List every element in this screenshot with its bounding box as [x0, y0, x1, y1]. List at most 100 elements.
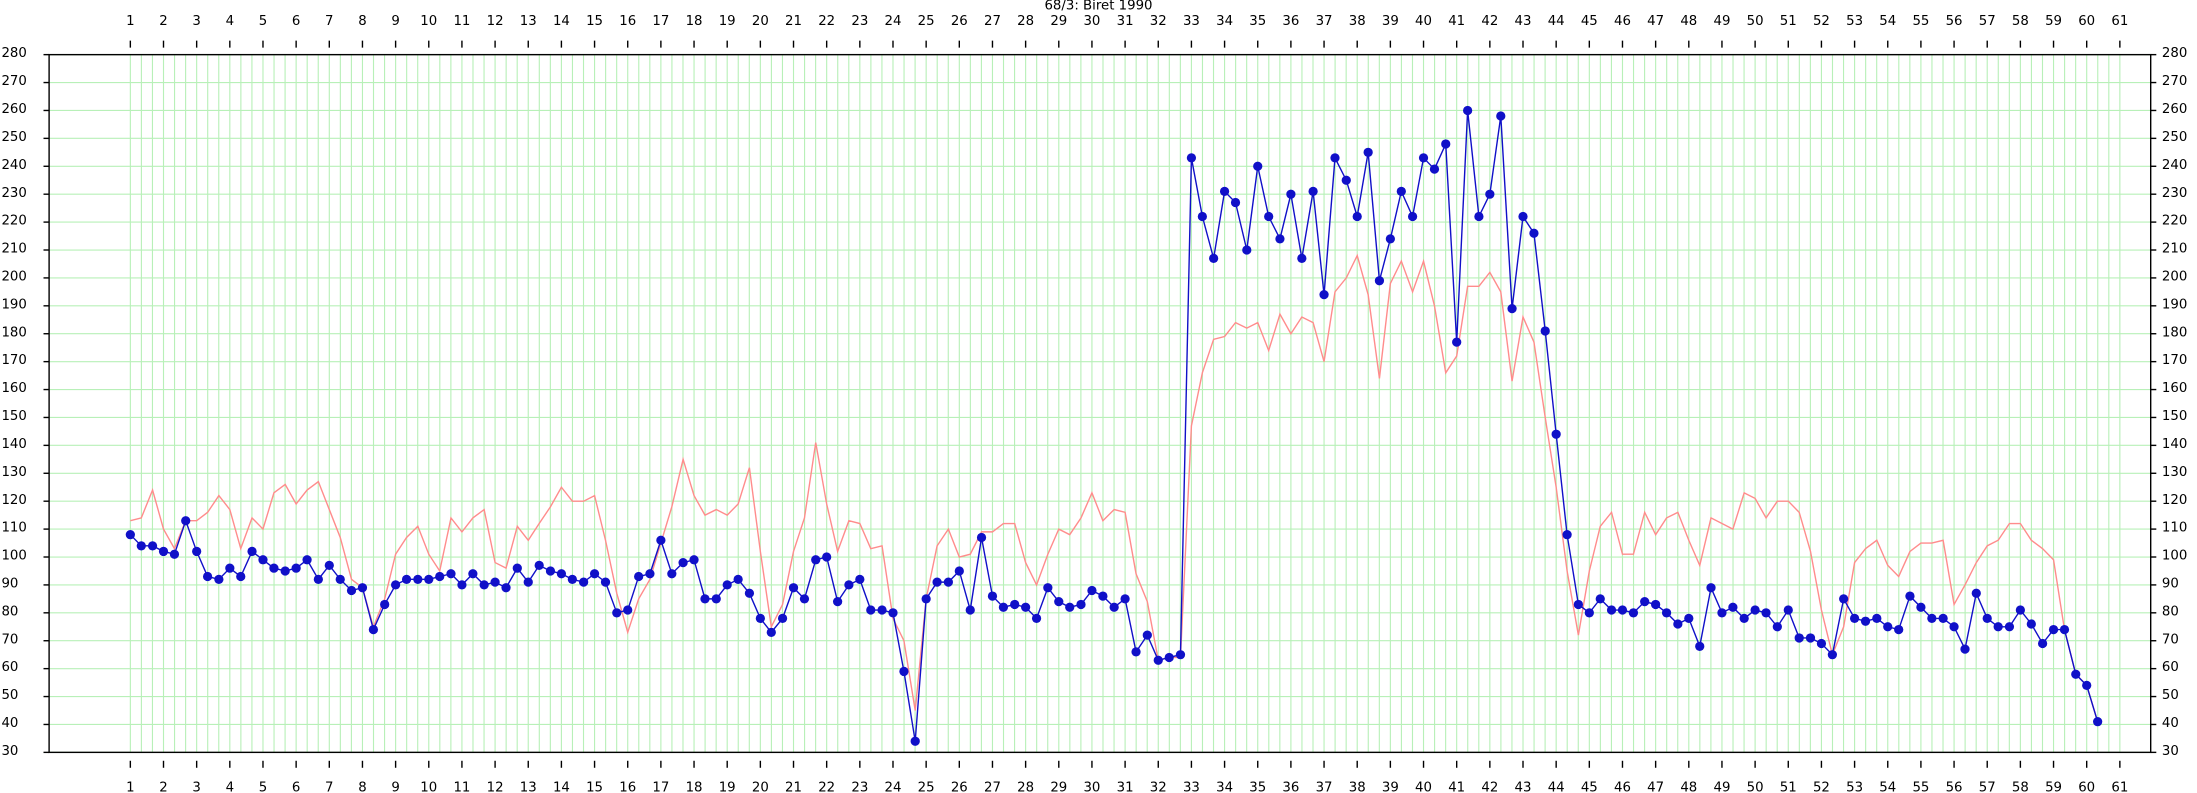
data-point	[600, 577, 611, 587]
data-point	[877, 605, 887, 615]
data-point	[1330, 153, 1340, 163]
x-tick-label-top: 36	[1282, 14, 1299, 29]
data-point	[689, 555, 699, 565]
x-tick-label-top: 56	[1946, 14, 1963, 29]
data-point	[214, 574, 224, 584]
x-tick-label: 35	[1249, 780, 1266, 793]
x-tick-label: 16	[619, 780, 636, 793]
data-point	[1286, 189, 1296, 199]
x-tick-label-top: 50	[1747, 14, 1764, 29]
data-point	[169, 549, 180, 559]
data-point	[1452, 337, 1462, 347]
data-point	[1230, 197, 1241, 208]
data-point	[788, 583, 799, 593]
y-tick-label: 30	[1, 744, 18, 759]
y-tick-label-right: 200	[2162, 270, 2187, 285]
data-point	[147, 541, 158, 551]
data-point	[910, 736, 920, 746]
x-tick-label-top: 52	[1813, 14, 1830, 29]
data-point	[1076, 599, 1086, 610]
data-point	[678, 557, 688, 568]
x-tick-label-top: 30	[1083, 14, 1100, 29]
y-tick-label-right: 170	[2162, 353, 2187, 368]
x-tick-label-top: 59	[2045, 14, 2062, 29]
data-point	[623, 605, 633, 615]
data-point	[1628, 608, 1639, 618]
x-tick-label: 3	[192, 780, 200, 793]
x-tick-label-top: 18	[686, 14, 703, 29]
y-tick-label-right: 280	[2162, 46, 2187, 61]
x-tick-label-top: 2	[159, 14, 167, 29]
data-point	[1938, 613, 1948, 624]
y-tick-label: 180	[1, 325, 26, 340]
series-line	[130, 253, 2099, 722]
data-point	[1219, 186, 1230, 197]
data-point	[380, 599, 390, 610]
x-tick-label: 10	[420, 780, 437, 793]
data-point	[1031, 613, 1042, 624]
y-tick-label: 250	[1, 130, 26, 145]
data-point	[1396, 186, 1406, 197]
data-point	[291, 563, 301, 573]
x-tick-label: 50	[1747, 780, 1764, 793]
data-point	[1927, 613, 1937, 624]
x-tick-label-top: 43	[1515, 14, 1532, 29]
x-tick-label-top: 58	[2012, 14, 2029, 29]
data-point	[2059, 624, 2070, 635]
y-tick-label-right: 70	[2162, 632, 2179, 647]
x-tick-label: 8	[358, 780, 366, 793]
x-tick-label: 25	[918, 780, 935, 793]
y-tick-label-right: 80	[2162, 604, 2179, 619]
x-tick-label-top: 40	[1415, 14, 1432, 29]
x-tick-label-top: 48	[1680, 14, 1697, 29]
y-tick-label: 230	[1, 186, 26, 201]
x-tick-label: 52	[1813, 780, 1830, 793]
x-tick-label: 49	[1713, 780, 1730, 793]
x-tick-label-top: 39	[1382, 14, 1399, 29]
y-tick-label-right: 230	[2162, 186, 2187, 201]
x-tick-label-top: 49	[1713, 14, 1730, 29]
data-point	[1529, 228, 1539, 238]
data-point	[446, 569, 456, 579]
y-tick-label-right: 120	[2162, 493, 2187, 508]
data-point	[1374, 276, 1385, 286]
data-point	[1905, 591, 1915, 601]
x-tick-label: 22	[818, 780, 835, 793]
data-point	[965, 605, 975, 615]
data-point	[2082, 680, 2092, 691]
x-tick-label-top: 14	[553, 14, 570, 29]
x-tick-label-top: 23	[851, 14, 868, 29]
data-point	[1717, 608, 1727, 618]
y-tick-label-right: 140	[2162, 437, 2187, 452]
data-point	[1131, 647, 1141, 657]
data-point	[578, 577, 589, 587]
data-point	[1739, 613, 1749, 624]
x-tick-label-top: 61	[2111, 14, 2128, 29]
x-tick-label-top: 46	[1614, 14, 1631, 29]
y-tick-label: 60	[1, 660, 18, 675]
data-point	[346, 585, 357, 596]
x-tick-label: 32	[1150, 780, 1167, 793]
x-tick-label-top: 38	[1349, 14, 1366, 29]
x-tick-label-top: 19	[719, 14, 736, 29]
x-tick-label: 6	[292, 780, 300, 793]
y-tick-label: 260	[1, 102, 26, 117]
data-point	[932, 577, 942, 587]
data-point	[998, 602, 1009, 612]
x-tick-label: 34	[1216, 780, 1233, 793]
data-point	[1750, 605, 1760, 615]
data-point	[1584, 608, 1594, 618]
x-tick-label-top: 35	[1249, 14, 1266, 29]
data-point	[1485, 189, 1495, 199]
x-tick-label-top: 51	[1780, 14, 1797, 29]
data-point	[1418, 153, 1429, 163]
data-point	[1916, 602, 1926, 612]
data-point	[158, 546, 169, 557]
data-point	[700, 594, 710, 604]
data-point	[1275, 234, 1285, 244]
x-tick-label: 56	[1946, 780, 1963, 793]
data-point	[1883, 622, 1893, 632]
data-point	[1496, 111, 1506, 121]
y-tick-label: 150	[1, 409, 26, 424]
x-tick-label-top: 8	[358, 14, 366, 29]
